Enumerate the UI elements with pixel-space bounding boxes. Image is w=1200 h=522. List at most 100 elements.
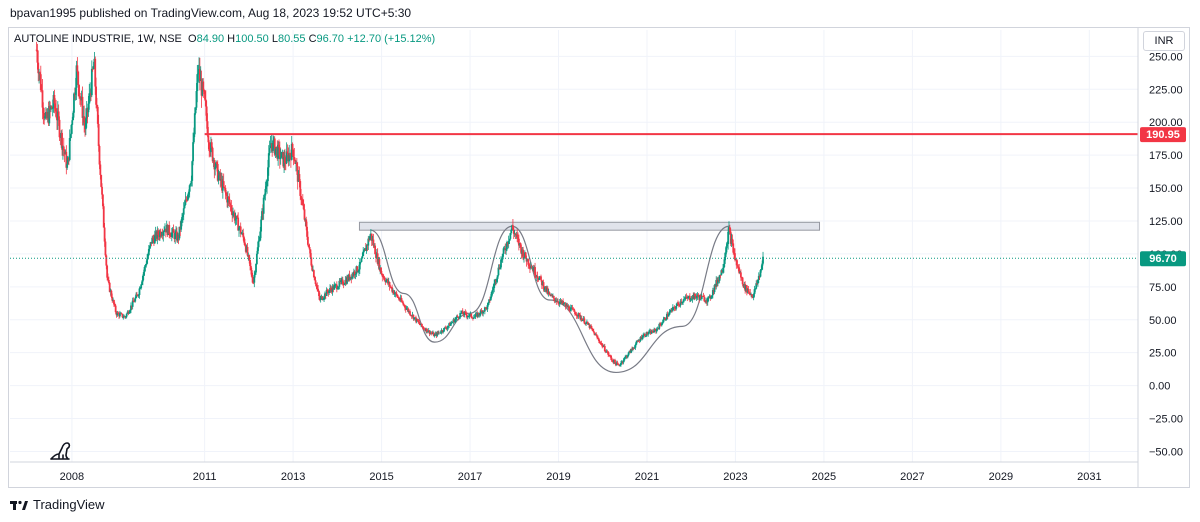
candle-body [303, 209, 306, 220]
candle-body [253, 274, 256, 283]
candle-body [302, 204, 305, 210]
candle-body [678, 305, 681, 306]
candle-body [747, 289, 750, 293]
candle-body [614, 359, 616, 363]
candle-body [455, 317, 457, 320]
candle-body [290, 143, 293, 160]
candle-body [659, 324, 661, 325]
low-value: 80.55 [277, 33, 306, 45]
candle-body [409, 314, 412, 316]
candle-body [148, 245, 151, 249]
candle-body [497, 267, 500, 276]
candle-body [596, 335, 599, 338]
candles [35, 41, 764, 367]
chart-grid [10, 30, 1138, 462]
candle-body [280, 152, 283, 158]
candle-body [402, 302, 405, 305]
candle-body [578, 313, 581, 315]
candle-body [472, 317, 475, 319]
candle-body [388, 282, 391, 287]
candle-body [78, 85, 80, 97]
candle-body [227, 197, 229, 203]
candle-body [292, 149, 295, 158]
candle-body [272, 140, 274, 151]
candle-body [227, 197, 230, 200]
candle-body [732, 243, 735, 253]
candle-body [315, 284, 318, 286]
candle-body [655, 328, 658, 332]
y-tick-label: 150.00 [1149, 183, 1183, 195]
candle-body [510, 230, 513, 234]
candle-body [407, 308, 410, 312]
candle-body [363, 250, 365, 252]
candle-body [413, 317, 416, 320]
candle-body [718, 275, 721, 281]
candle-body [358, 261, 361, 270]
candle-body [215, 162, 217, 167]
candle-body [346, 277, 348, 284]
candle-body [580, 318, 583, 321]
candle-body [145, 263, 148, 266]
x-tick-label: 2015 [369, 471, 393, 483]
candle-body [517, 238, 520, 246]
candle-body [102, 206, 105, 228]
candle-body [353, 271, 356, 275]
candle-body [208, 142, 211, 152]
candle-body [568, 306, 570, 311]
y-tick-label: 0.00 [1149, 381, 1170, 393]
candle-body [223, 186, 226, 188]
currency-button[interactable]: INR [1143, 31, 1185, 51]
candle-body [460, 313, 462, 314]
y-tick-label: 200.00 [1149, 117, 1183, 129]
candle-body [117, 312, 120, 314]
candle-body [58, 119, 61, 138]
candle-body [81, 96, 84, 118]
candle-body [39, 74, 42, 91]
candle-body [333, 285, 336, 290]
candle-body [608, 354, 610, 356]
candle-body [183, 204, 186, 209]
candle-body [499, 267, 502, 269]
candle-body [51, 107, 54, 109]
candle-body [193, 134, 195, 143]
candle-body [101, 194, 104, 207]
candle-body [509, 233, 512, 239]
candle-body [157, 230, 160, 236]
open-value: 84.90 [196, 33, 225, 45]
candle-body [141, 275, 144, 282]
candle-body [204, 91, 206, 100]
candle-body [301, 199, 304, 205]
candle-body [470, 313, 473, 318]
candle-body [97, 123, 100, 147]
candle-body [571, 307, 574, 309]
candle-body [211, 147, 214, 162]
candle-body [87, 103, 90, 113]
candle-body [753, 289, 756, 295]
candle-body [719, 275, 722, 276]
candle-body [205, 106, 208, 122]
candle-body [77, 71, 80, 86]
candle-body [374, 245, 377, 255]
candle-body [662, 319, 665, 323]
candle-body [553, 298, 556, 301]
candle-body [512, 225, 514, 230]
footer: TradingView [10, 497, 105, 512]
candle-body [67, 157, 69, 165]
candle-body [727, 231, 730, 245]
candle-body [706, 297, 709, 303]
candle-body [412, 314, 415, 320]
candle-body [467, 316, 470, 317]
candle-body [500, 259, 503, 261]
candle-body [607, 351, 610, 355]
candle-body [207, 135, 210, 143]
candle-body [310, 257, 313, 266]
candle-body [738, 267, 741, 274]
candle-body [508, 238, 511, 241]
candle-body [486, 305, 489, 310]
candle-body [147, 248, 150, 255]
x-tick-label: 2021 [635, 471, 659, 483]
candle-body [258, 240, 261, 242]
candle-body [446, 327, 449, 329]
dinosaur-icon[interactable] [48, 437, 74, 463]
